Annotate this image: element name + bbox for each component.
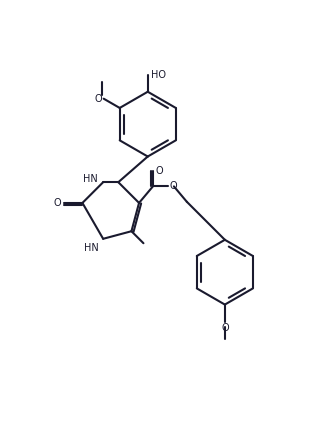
Text: HN: HN: [84, 243, 99, 253]
Text: O: O: [155, 166, 163, 176]
Text: O: O: [53, 198, 61, 208]
Text: O: O: [95, 94, 102, 104]
Text: O: O: [221, 323, 229, 333]
Text: O: O: [170, 181, 177, 192]
Text: HO: HO: [151, 70, 166, 80]
Text: HN: HN: [83, 174, 98, 184]
